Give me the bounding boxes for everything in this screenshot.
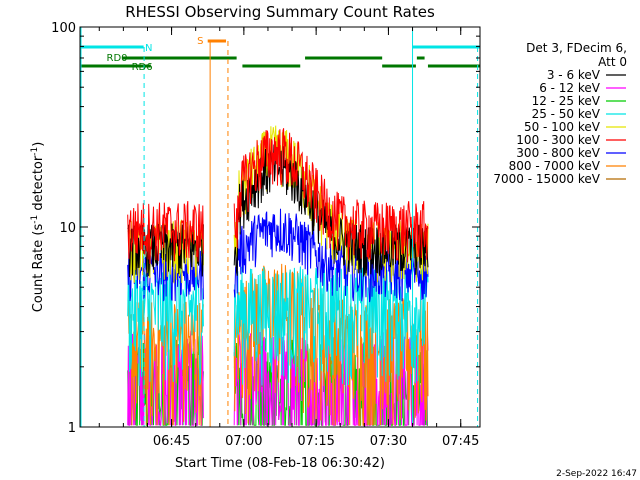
y-axis-label-tail: detector [31,155,46,215]
x-tick-label: 07:45 [442,434,479,449]
x-tick-label: 07:00 [225,434,262,449]
y-tick-label: 100 [51,21,76,36]
legend-label: 3 - 6 keV [547,68,601,82]
legend-label: 50 - 100 keV [524,120,601,134]
series-trace [233,144,429,277]
series-trace [233,128,429,262]
y-axis-label-superscript-2: -1 [30,147,40,156]
series-trace [233,266,429,386]
legend-label: 300 - 800 keV [516,146,600,160]
legend-label: 800 - 7000 keV [509,159,601,173]
y-axis-label-superscript: -1 [30,215,40,224]
x-tick-label: 07:30 [370,434,407,449]
y-tick-label: 10 [59,221,76,236]
series-trace [127,201,204,265]
legend-label: 6 - 12 keV [539,81,601,95]
y-axis-label: Count Rate (s-1 detector-1) [30,142,46,313]
legend-header-line-2: Att 0 [598,55,627,69]
chart-title: RHESSI Observing Summary Count Rates [125,3,435,21]
legend-label: 25 - 50 keV [532,107,601,121]
legend-label: 12 - 25 keV [532,94,601,108]
series-trace [233,330,429,427]
night-flag-label: N [145,43,152,54]
y-axis-label-close: ) [31,142,46,147]
footer-date: 2-Sep-2022 16:47 [556,469,637,479]
x-tick-label: 06:45 [153,434,190,449]
x-axis-label: Start Time (08-Feb-18 06:30:42) [175,456,385,471]
rd6-flag-label: RD6 [132,62,153,73]
legend-label: 7000 - 15000 keV [493,172,600,186]
rd0-flag-label: RD0 [107,53,128,64]
y-axis-label-main: Count Rate (s [31,224,46,313]
x-tick-label: 07:15 [297,434,334,449]
data-layer [127,125,429,427]
legend-header-line-1: Det 3, FDecim 6, [526,41,627,55]
saa-flag-label: S [197,36,203,47]
axes-layer: 06:45 07:00 07:15 07:30 07:45 1 10 100 [51,21,480,449]
y-tick-label: 1 [68,421,76,436]
series-trace [127,265,204,386]
legend-label: 100 - 300 keV [516,133,600,147]
